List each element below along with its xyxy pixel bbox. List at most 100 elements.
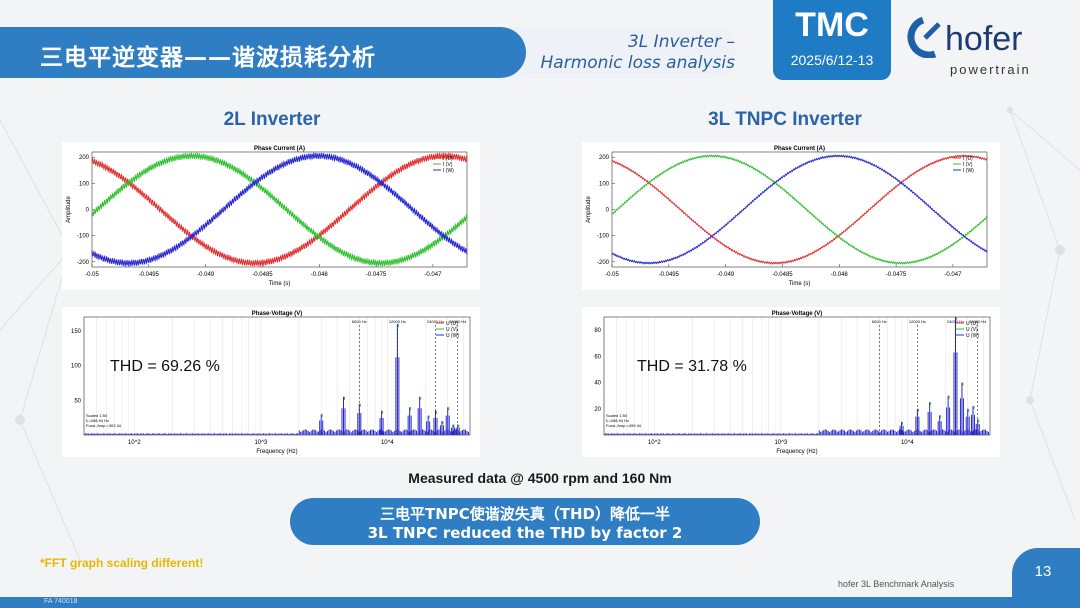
frequency-marker-label: 24000 Hz: [427, 319, 444, 324]
legend-label: U (W): [966, 333, 979, 339]
legend-label: U (W): [446, 333, 459, 339]
hofer-tagline: powertrain: [950, 62, 1031, 77]
legend-label: I (V): [963, 162, 973, 168]
x-tick-label: -0.0485: [252, 272, 273, 278]
subtitle-line-1: 3L Inverter –: [627, 32, 735, 52]
y-tick-label: -200: [597, 260, 610, 266]
legend-label: I (W): [963, 168, 974, 174]
x-tick-label: 10^4: [381, 440, 394, 446]
hofer-wordmark: hofer: [945, 20, 1023, 58]
fft-info-text: Scaled 1:50: [86, 413, 108, 418]
title-banner: [0, 27, 526, 78]
fft-info-text: Fund. Amp.=303.34: [86, 423, 122, 428]
document-id: FA 740018: [44, 598, 78, 605]
page-number-tab: [1012, 548, 1080, 608]
x-tick-label: -0.049: [197, 272, 215, 278]
current-plot-2l: Phase Current (A) 200 100 0 -100 -200 -0.05 -0.…: [62, 142, 480, 290]
footer-bar: [0, 597, 1080, 608]
x-tick-label: 10^3: [774, 440, 787, 446]
plot-frame: [603, 316, 991, 436]
fft-plot-3l: Phase-Voltage (V) 80 60 40 20 10^2 10^3 10^4 Fre…: [582, 307, 1000, 457]
plot-title: Phase-Voltage (V): [252, 311, 303, 317]
legend-label: U (U): [966, 321, 978, 327]
y-tick-label: 200: [79, 155, 90, 161]
slide-subtitle: 3L Inverter – Harmonic loss analysis: [515, 32, 735, 74]
y-tick-label: 0: [86, 208, 90, 214]
frequency-marker-label: 6000 Hz: [872, 319, 887, 324]
x-tick-label: 10^4: [901, 440, 914, 446]
legend-label: U (V): [966, 327, 978, 333]
fft-info-text: Scaled 1:50: [606, 413, 628, 418]
x-tick-label: -0.047: [424, 272, 442, 278]
subtitle-banner: [500, 27, 735, 78]
hofer-logo: hofer: [907, 16, 1023, 58]
subtitle-line-2: Harmonic loss analysis: [540, 53, 735, 73]
right-column-title: 3L TNPC Inverter: [708, 109, 862, 130]
series-line-3: [611, 154, 988, 265]
plot-frame: [83, 316, 471, 436]
y-axis-label: Amplitude: [586, 196, 592, 223]
thd-value-3l: THD = 31.78 %: [637, 358, 747, 375]
x-tick-label: -0.0485: [772, 272, 793, 278]
y-tick-label: 200: [599, 155, 610, 161]
series-line-2: [91, 151, 468, 268]
page-number: 13: [1034, 563, 1052, 580]
legend-label: I (U): [963, 156, 973, 162]
legend-label: I (U): [443, 156, 453, 162]
y-tick-label: 0: [606, 208, 610, 214]
legend-label: U (V): [446, 327, 458, 333]
series-line-1: [91, 152, 468, 268]
x-tick-label: 10^2: [128, 440, 141, 446]
measurement-conditions: Measured data @ 4500 rpm and 160 Nm: [408, 470, 672, 486]
y-tick-label: 150: [71, 329, 82, 335]
slide-title: 三电平逆变器——谐波损耗分析: [40, 45, 376, 71]
x-tick-label: -0.0475: [886, 272, 907, 278]
fft-plot-2l: Phase-Voltage (V) 150 100 50 10^2 10^3 10^4 Fre…: [62, 307, 480, 457]
frequency-marker-label: 6000 Hz: [352, 319, 367, 324]
x-tick-label: 10^3: [254, 440, 267, 446]
y-tick-label: 60: [594, 354, 601, 360]
frequency-marker-label: 36000 Hz: [969, 319, 986, 324]
tmc-date: 2025/6/12-13: [790, 52, 874, 68]
series-line-1: [611, 154, 988, 265]
y-tick-label: 20: [594, 407, 601, 413]
thd-value-2l: THD = 69.26 %: [110, 358, 220, 375]
x-tick-label: -0.048: [831, 272, 849, 278]
current-plot-3l: Phase Current (A) 200 100 0 -100 -200 -0.05 -0.…: [582, 142, 1000, 290]
plot-title: Phase Current (A): [774, 146, 825, 152]
fft-info-text: f₁=288.94 Hz: [606, 418, 629, 423]
tmc-logo: TMC: [795, 6, 869, 44]
series-line-3: [91, 152, 468, 268]
y-tick-label: -100: [77, 234, 90, 240]
legend-label: U (U): [446, 321, 458, 327]
x-tick-label: -0.0475: [366, 272, 387, 278]
fft-info-text: f₁=288.94 Hz: [86, 418, 109, 423]
left-column-title: 2L Inverter: [223, 109, 321, 130]
tmc-badge: [773, 0, 891, 80]
x-tick-label: -0.047: [944, 272, 962, 278]
conclusion-line-cn: 三电平TNPC使谐波失真（THD）降低一半: [379, 505, 671, 523]
conclusion-line-en: 3L TNPC reduced the THD by factor 2: [367, 524, 683, 542]
frequency-marker-label: 12000 Hz: [389, 319, 406, 324]
y-tick-label: 40: [594, 381, 601, 387]
x-tick-label: 10^2: [648, 440, 661, 446]
x-tick-label: -0.049: [717, 272, 735, 278]
x-axis-label: Time (s): [269, 281, 291, 287]
frequency-marker-label: 24000 Hz: [947, 319, 964, 324]
x-tick-label: -0.048: [311, 272, 329, 278]
y-tick-label: -200: [77, 260, 90, 266]
y-axis-label: Amplitude: [66, 196, 72, 223]
y-tick-label: 100: [71, 364, 82, 370]
y-tick-label: 100: [599, 181, 610, 187]
x-axis-label: Time (s): [789, 281, 811, 287]
legend-label: I (W): [443, 168, 454, 174]
x-tick-label: -0.05: [605, 272, 619, 278]
x-tick-label: -0.05: [85, 272, 99, 278]
plot-title: Phase-Voltage (V): [772, 311, 823, 317]
frequency-marker-label: 12000 Hz: [909, 319, 926, 324]
x-tick-label: -0.0495: [659, 272, 680, 278]
frequency-marker-label: 36000 Hz: [449, 319, 466, 324]
y-tick-label: 100: [79, 181, 90, 187]
y-tick-label: 80: [594, 328, 601, 334]
